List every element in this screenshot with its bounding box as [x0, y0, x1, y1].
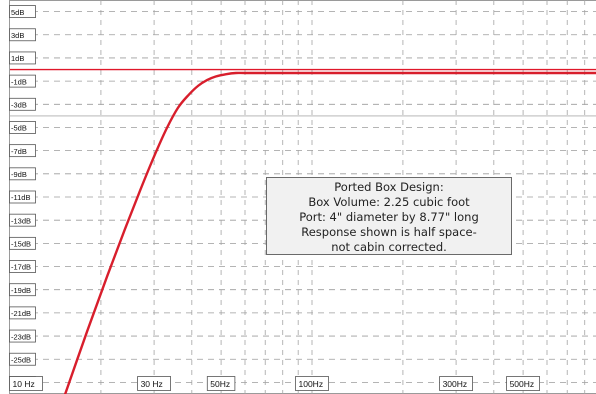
y-tick-box: [9, 306, 36, 320]
y-tick-label-group: 3dB: [9, 28, 36, 42]
note-line-2: Box Volume: 2.25 cubic foot: [308, 195, 470, 209]
x-tick-box: [206, 376, 236, 391]
note-line-4: Response shown is half space-: [301, 225, 477, 239]
y-tick-label-group: -25dB: [9, 352, 36, 366]
y-tick-box: [9, 144, 36, 158]
y-tick-box: [9, 97, 36, 111]
y-tick-label-group: -1dB: [9, 74, 36, 88]
note-line-1: Ported Box Design:: [334, 180, 444, 194]
y-tick-label: -3dB: [11, 100, 27, 109]
y-tick-labels: 5dB 3dB 1dB -1dB -3dB -5dB -7dB -9dB -11dB -13dB -…: [9, 5, 36, 389]
y-tick-label-group: -19dB: [9, 283, 36, 297]
y-tick-box: [9, 236, 36, 250]
y-tick-label-group: 5dB: [9, 5, 36, 18]
y-tick-label: -13dB: [11, 216, 31, 225]
x-tick-label: 30 Hz: [141, 379, 163, 389]
response-curve: [63, 71, 596, 394]
x-tick-box: [506, 376, 540, 391]
y-tick-label-group: -11dB: [9, 190, 36, 204]
y-tick-box: [9, 51, 36, 65]
y-tick-label-group: -13dB: [9, 213, 36, 227]
x-tick-label-group: 100Hz: [295, 376, 329, 391]
y-tick-label-group: -9dB: [9, 167, 36, 181]
y-tick-box: [9, 74, 36, 88]
y-tick-label: -15dB: [11, 240, 31, 249]
y-tick-label-group: -3dB: [9, 97, 36, 111]
x-tick-label-group: 10 Hz: [9, 376, 43, 391]
y-tick-label-group: -7dB: [9, 144, 36, 158]
y-tick-label: 3dB: [11, 31, 24, 40]
y-tick-label: -9dB: [11, 170, 27, 179]
y-tick-box: [9, 121, 36, 134]
x-tick-label-group: 50Hz: [206, 376, 236, 391]
y-tick-box: [9, 28, 36, 42]
reference-lines: [10, 68, 596, 117]
y-tick-label: -1dB: [11, 77, 27, 86]
y-tick-box: [9, 190, 36, 204]
x-tick-label-group: 30 Hz: [137, 376, 171, 391]
y-tick-label-group: -21dB: [9, 306, 36, 320]
y-tick-label: -7dB: [11, 147, 27, 156]
y-tick-box: [9, 260, 36, 273]
x-tick-box: [295, 376, 329, 391]
y-tick-label: -25dB: [11, 355, 31, 364]
y-tick-box: [9, 167, 36, 181]
y-tick-label: 5dB: [11, 8, 24, 17]
y-tick-label: -11dB: [11, 193, 30, 202]
y-tick-box: [9, 213, 36, 227]
y-tick-label: 1dB: [11, 54, 24, 63]
x-tick-label: 100Hz: [299, 379, 324, 389]
y-tick-label: -17dB: [11, 263, 31, 272]
y-tick-box: [9, 5, 36, 18]
x-tick-label: 500Hz: [510, 379, 535, 389]
series-layer: [63, 71, 596, 394]
x-tick-box: [439, 376, 473, 391]
y-tick-label-group: 1dB: [9, 51, 36, 65]
y-tick-label: -5dB: [11, 124, 27, 133]
x-tick-label: 10 Hz: [13, 379, 35, 389]
x-tick-label: 300Hz: [443, 379, 468, 389]
y-tick-label: -19dB: [11, 286, 31, 295]
y-tick-label-group: -17dB: [9, 260, 36, 273]
y-tick-label: -23dB: [11, 332, 31, 341]
y-tick-box: [9, 329, 36, 343]
y-tick-label-group: -23dB: [9, 329, 36, 343]
design-note-box: Ported Box Design: Box Volume: 2.25 cubi…: [266, 177, 512, 255]
y-tick-box: [9, 352, 36, 366]
note-line-3: Port: 4" diameter by 8.77" long: [299, 210, 479, 224]
y-tick-box: [9, 283, 36, 297]
note-line-5: not cabin corrected.: [331, 240, 447, 254]
y-tick-label: -21dB: [11, 309, 31, 318]
x-tick-box: [9, 376, 43, 391]
x-tick-label: 50Hz: [210, 379, 230, 389]
y-tick-label-group: -5dB: [9, 121, 36, 134]
x-tick-label-group: 500Hz: [506, 376, 540, 391]
x-tick-label-group: 300Hz: [439, 376, 473, 391]
y-tick-label-group: -15dB: [9, 236, 36, 250]
x-tick-box: [137, 376, 171, 391]
